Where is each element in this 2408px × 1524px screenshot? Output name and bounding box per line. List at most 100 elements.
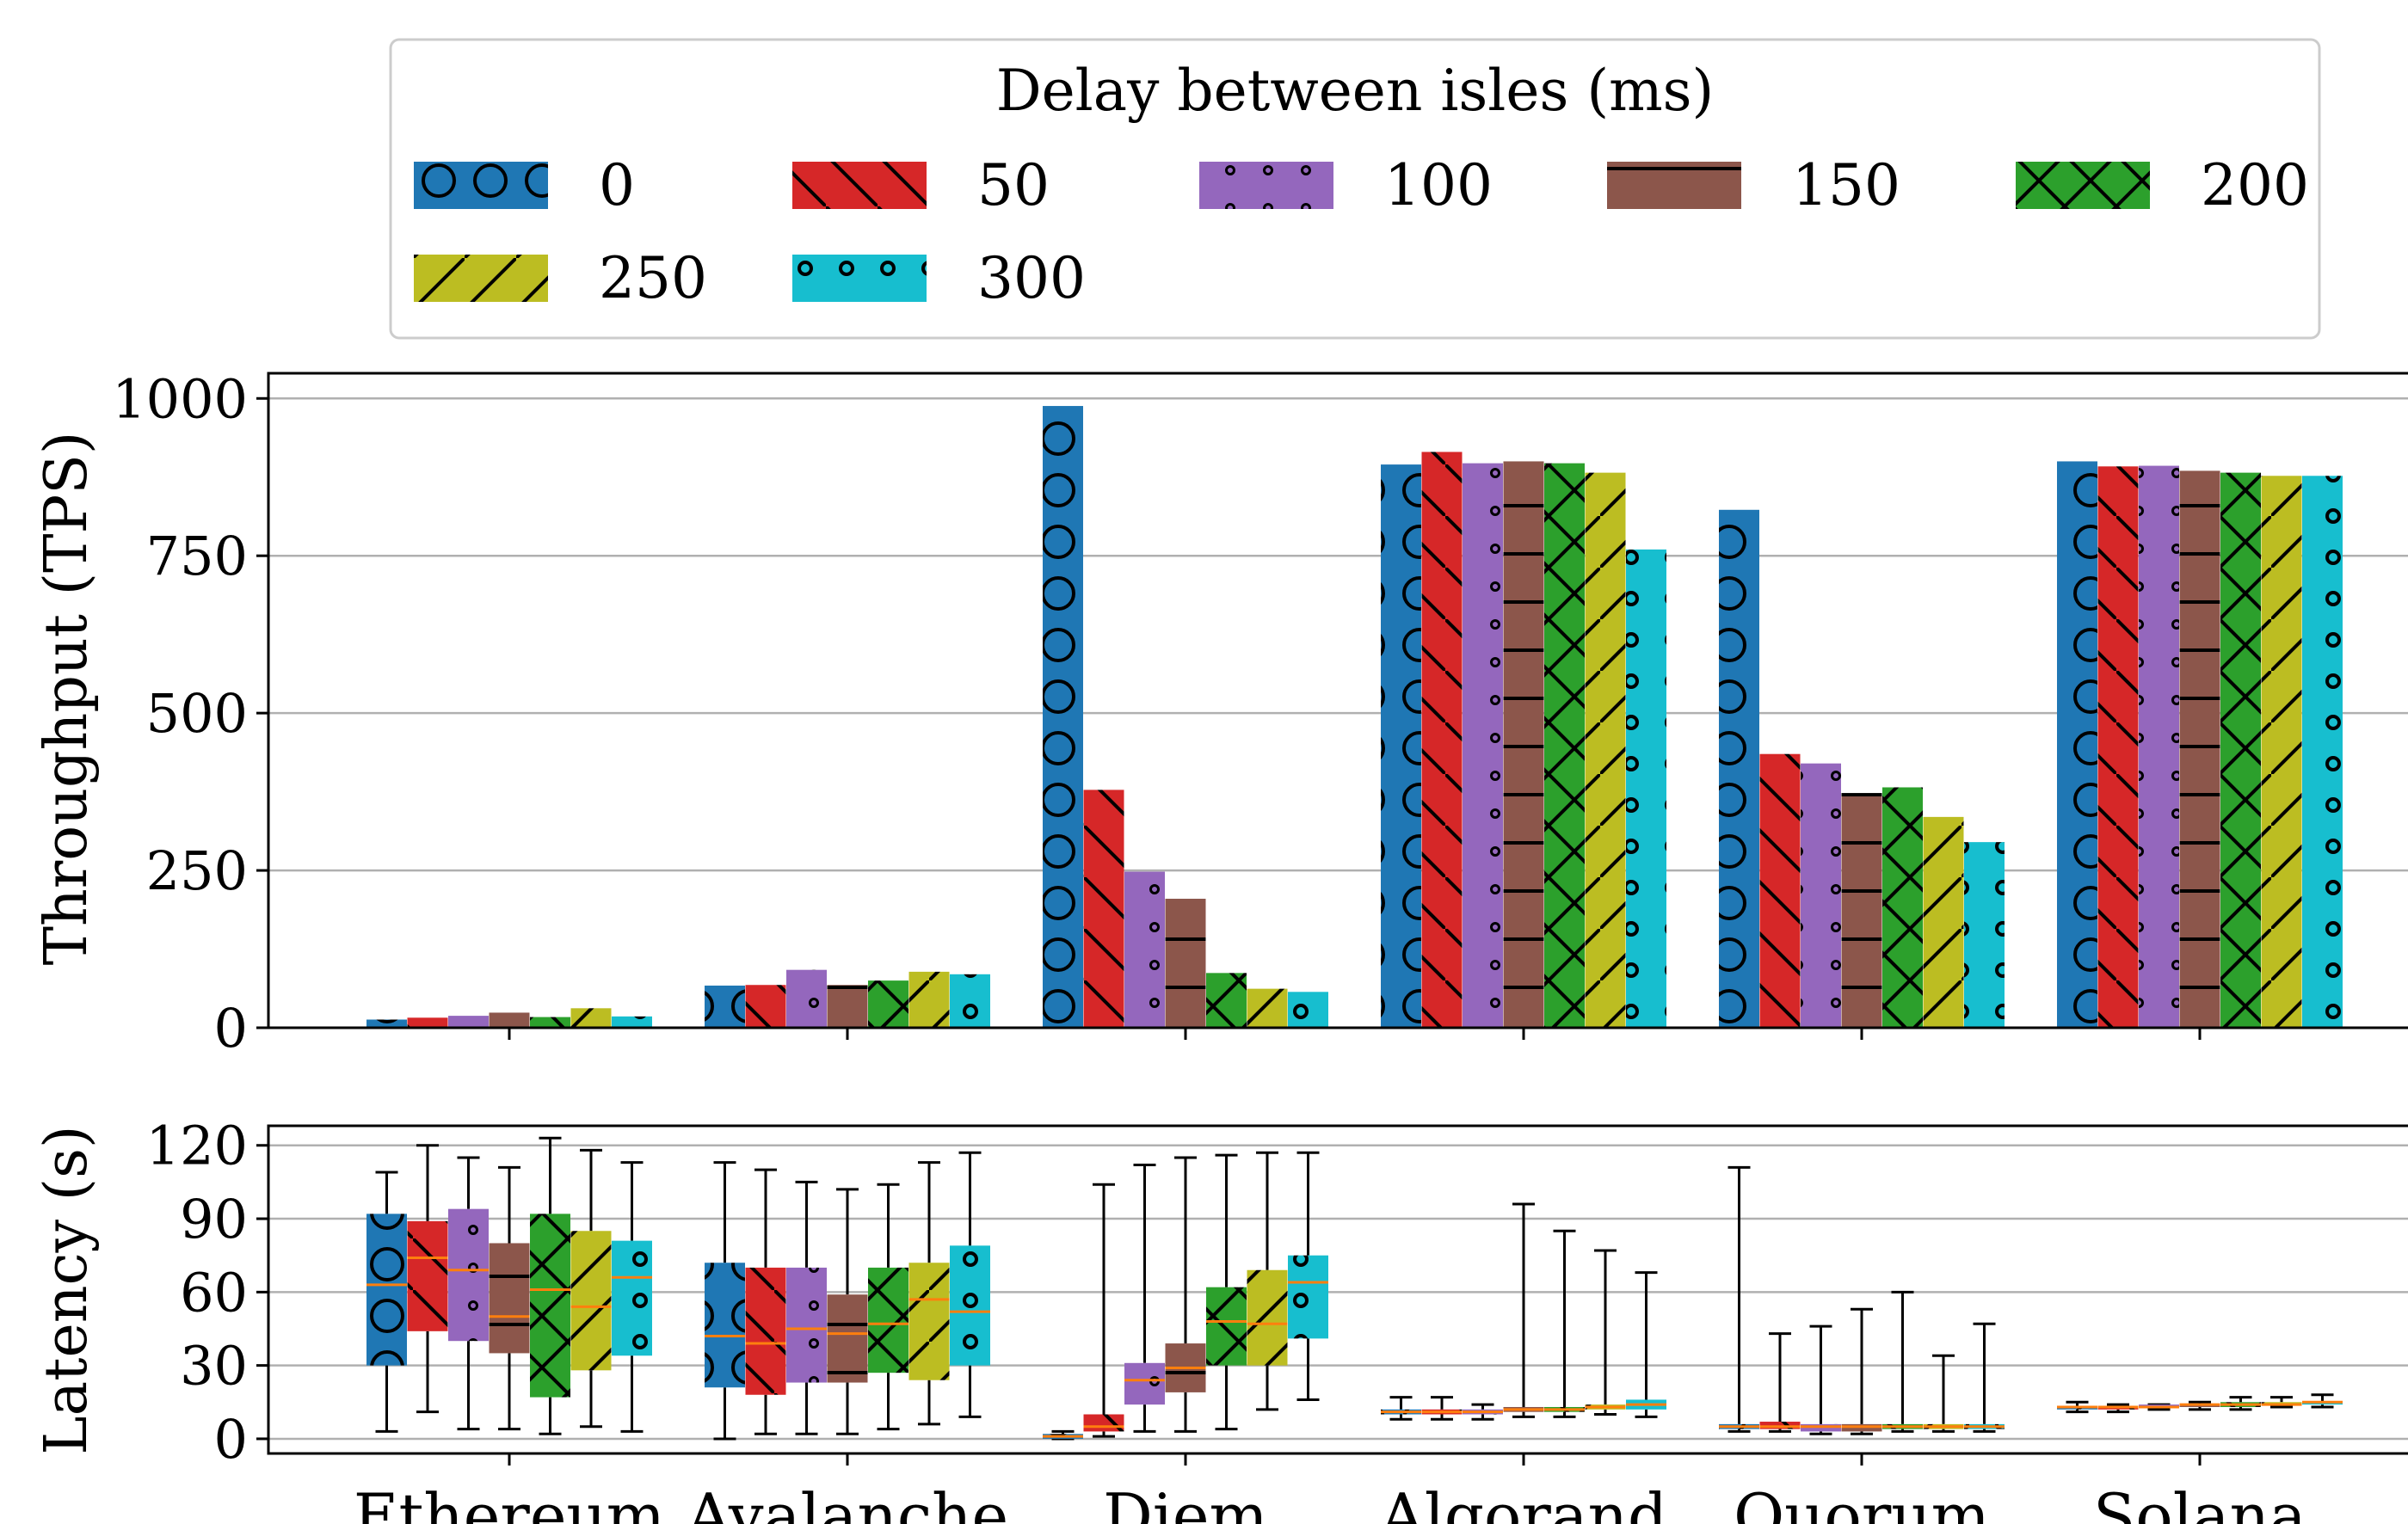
latency-box [908, 1161, 950, 1426]
throughput-bar [745, 985, 786, 1028]
y-tick-label: 1000 [112, 367, 248, 430]
latency-boxes [366, 1136, 2343, 1441]
latency-box [1759, 1332, 1801, 1433]
latency-box [1841, 1307, 1882, 1435]
throughput-bar [908, 971, 950, 1028]
y-tick-label: 90 [180, 1188, 248, 1251]
throughput-bar [1801, 763, 1841, 1028]
legend-swatch [792, 162, 927, 209]
latency-box [2057, 1400, 2097, 1414]
throughput-bar [1381, 464, 1421, 1028]
latency-panel: 0 30 60 90 120 Latency (s) [33, 1115, 2408, 1471]
throughput-axes-frame [267, 372, 2408, 1029]
throughput-bar [1206, 973, 1247, 1028]
category-label: Ethereum [354, 1480, 665, 1524]
legend-entry: 150 [1607, 152, 1900, 218]
y-tick-label: 0 [214, 1408, 248, 1471]
throughput-bar [2220, 472, 2261, 1028]
latency-box [1421, 1396, 1463, 1421]
latency-box [407, 1144, 448, 1414]
throughput-bar [1759, 753, 1801, 1028]
legend-entry: 300 [792, 245, 1086, 311]
throughput-panel: 0 250 500 750 1000 Throughput (TPS) [33, 367, 2408, 1060]
latency-box [612, 1161, 652, 1433]
legend-label: 50 [977, 152, 1050, 218]
y-tick-label: 0 [214, 997, 248, 1060]
latency-box [786, 1180, 827, 1435]
y-tick-label: 500 [146, 682, 248, 745]
latency-box [745, 1168, 786, 1435]
throughput-bar [1964, 842, 2005, 1028]
category-label: Solana [2093, 1480, 2306, 1524]
throughput-bar [1503, 461, 1544, 1028]
throughput-bar [2139, 465, 2179, 1028]
legend-label: 200 [2201, 152, 2309, 218]
latency-box [950, 1151, 990, 1418]
throughput-bars [366, 406, 2343, 1028]
latency-box [1801, 1324, 1841, 1435]
category-label: Avalanche [686, 1480, 1008, 1524]
throughput-bar [1882, 787, 1923, 1028]
latency-box [530, 1136, 570, 1435]
throughput-bar [2261, 476, 2302, 1028]
legend-swatch [414, 162, 548, 209]
legend-label: 300 [977, 245, 1086, 311]
legend: Delay between isles (ms) 0 50 100 150 200 250… [389, 38, 2321, 340]
latency-ticks: 0 30 60 90 120 [146, 1115, 2202, 1471]
throughput-bar [2097, 466, 2139, 1028]
throughput-bar [570, 1008, 612, 1028]
throughput-bar [1463, 463, 1503, 1028]
latency-box [1923, 1354, 1964, 1433]
legend-label: 250 [599, 245, 707, 311]
throughput-bar [2179, 470, 2220, 1028]
latency-box [1083, 1183, 1124, 1438]
latency-box [2139, 1403, 2179, 1411]
legend-entry: 0 [414, 152, 635, 218]
latency-box [2261, 1396, 2302, 1409]
throughput-bar [950, 974, 990, 1028]
throughput-bar [1043, 406, 1083, 1028]
legend-swatch [1607, 162, 1741, 209]
latency-box [868, 1183, 908, 1431]
latency-axes-frame [267, 1124, 2408, 1455]
throughput-y-axis-label: Throughput (TPS) [33, 432, 101, 966]
legend-label: 150 [1792, 152, 1900, 218]
legend-entry: 200 [2016, 152, 2309, 218]
latency-box [1503, 1202, 1544, 1418]
throughput-bar [2057, 461, 2097, 1028]
latency-box [1288, 1151, 1328, 1401]
throughput-bar [786, 969, 827, 1028]
latency-box [1381, 1396, 1421, 1421]
throughput-bar [1923, 816, 1964, 1028]
latency-box [1544, 1229, 1585, 1418]
latency-box [1719, 1165, 1759, 1433]
throughput-bar [705, 985, 745, 1028]
category-label: Diem [1103, 1480, 1268, 1524]
throughput-bar [827, 985, 868, 1028]
throughput-bar [1421, 452, 1463, 1028]
category-label: Algorand [1379, 1480, 1667, 1524]
latency-box [2097, 1403, 2139, 1414]
latency-box [1585, 1249, 1626, 1416]
latency-box [1626, 1271, 1666, 1418]
legend-label: 0 [599, 152, 635, 218]
latency-box [1964, 1322, 2005, 1433]
throughput-bar [366, 1019, 407, 1028]
throughput-bar [1165, 898, 1206, 1028]
latency-box [1206, 1153, 1247, 1431]
throughput-bar [489, 1012, 530, 1028]
legend-label: 100 [1384, 152, 1493, 218]
legend-entry: 50 [792, 152, 1050, 218]
throughput-bar [407, 1017, 448, 1028]
y-tick-label: 120 [146, 1115, 248, 1177]
throughput-bar [612, 1016, 652, 1028]
throughput-bar [448, 1016, 489, 1028]
latency-box [1882, 1290, 1923, 1433]
y-tick-label: 30 [180, 1335, 248, 1398]
latency-box [827, 1188, 868, 1435]
latency-box [570, 1148, 612, 1429]
latency-box [2220, 1396, 2261, 1411]
latency-box [1043, 1429, 1083, 1441]
latency-box [489, 1165, 530, 1431]
legend-entry: 250 [414, 245, 707, 311]
